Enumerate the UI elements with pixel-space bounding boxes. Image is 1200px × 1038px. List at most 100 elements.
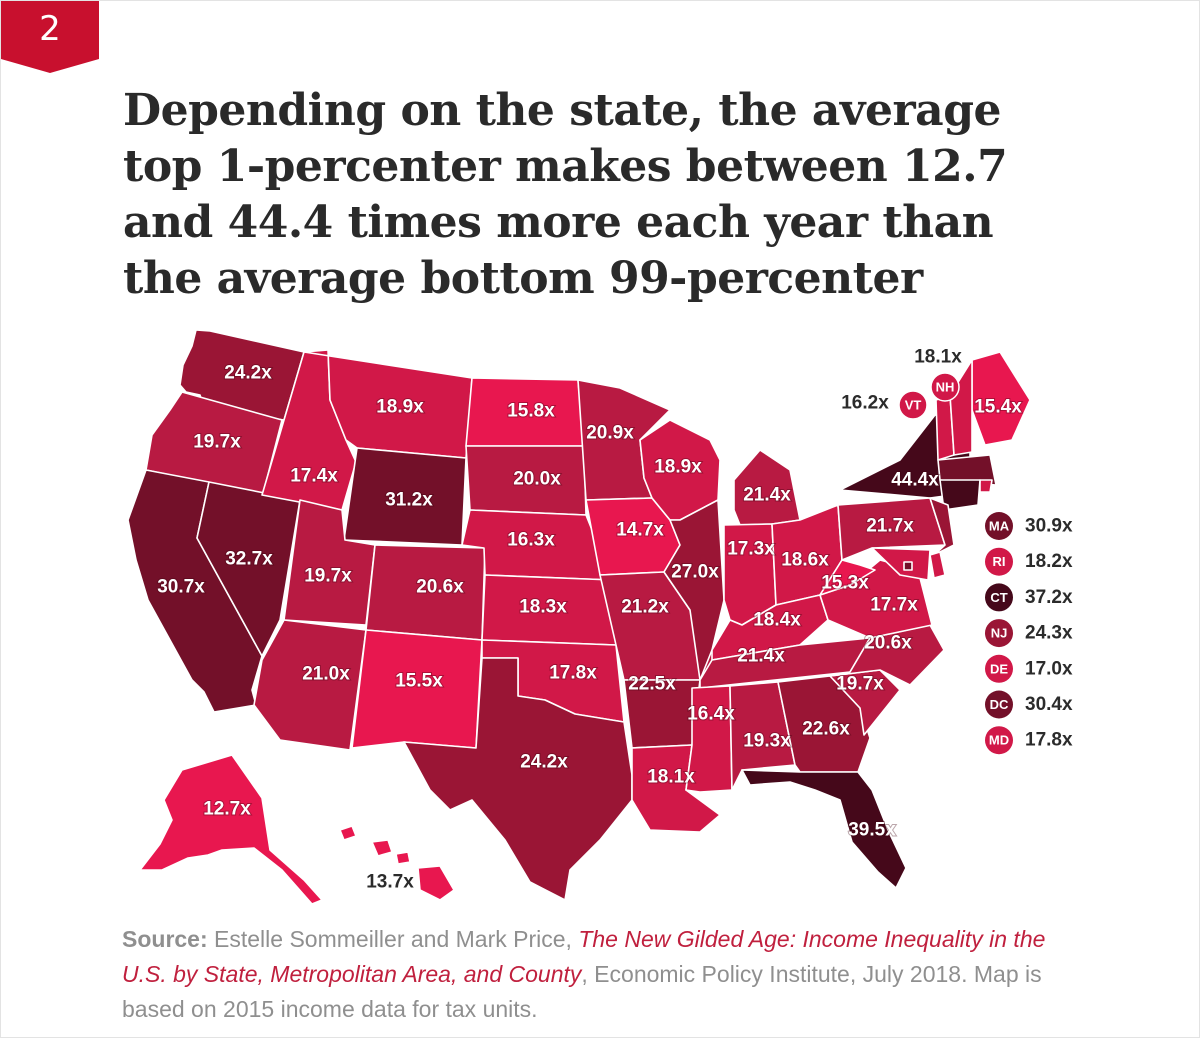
legend-value-nj: 24.3x <box>1025 623 1073 644</box>
legend-dot-ct <box>985 583 1013 612</box>
state-value-label-nv: 32.7x <box>225 549 273 570</box>
state-value-label-al: 19.3x <box>743 731 791 752</box>
state-value-label-co: 20.6x <box>416 577 464 598</box>
state-shape-hi <box>417 865 455 901</box>
headline-line-3: and 44.4 times more each year than <box>123 197 994 248</box>
state-value-label-mi: 21.4x <box>743 485 791 506</box>
callout-dot-nh <box>930 372 960 402</box>
headline-line-2: top 1-percenter makes between 12.7 <box>123 141 1008 192</box>
state-shape-il <box>663 499 725 681</box>
state-shape-al <box>729 681 796 791</box>
headline: Depending on the state, the average top … <box>123 83 1083 307</box>
legend-value-ct: 37.2x <box>1025 587 1073 608</box>
state-value-label-nd: 15.8x <box>507 401 555 422</box>
source-title: The New Gilded Age: Income Inequality in… <box>122 926 1046 987</box>
callout-abbr-vt: VT <box>905 398 922 413</box>
state-value-label-ok: 17.8x <box>549 663 597 684</box>
legend-abbr-de: DE <box>990 661 1008 676</box>
state-value-label-mt: 18.9x <box>376 397 424 418</box>
state-value-label-fl: 39.5x <box>848 820 896 841</box>
legend-value-de: 17.0x <box>1025 658 1073 679</box>
state-value-label-ks: 18.3x <box>519 597 567 618</box>
state-value-label-ga: 22.6x <box>802 719 850 740</box>
small-states-callouts: VT 16.2x NH 18.1x <box>841 347 962 420</box>
connecticut-shape <box>939 479 981 511</box>
state-value-label-ne: 16.3x <box>507 530 555 551</box>
state-value-label-ia: 14.7x <box>616 520 664 541</box>
source-note: Source: Estelle Sommeiller and Mark Pric… <box>122 922 1082 1027</box>
headline-line-4: the average bottom 99-percenter <box>123 253 923 304</box>
state-value-label-mo: 21.2x <box>621 597 669 618</box>
state-value-label-tx: 24.2x <box>520 752 568 773</box>
state-shape-pa <box>837 497 946 561</box>
state-value-label-pa: 21.7x <box>866 516 914 537</box>
legend-dot-nj <box>985 619 1013 648</box>
state-value-label-nm: 15.5x <box>395 671 443 692</box>
source-rest: , Economic Policy Institute, July 2018. … <box>122 961 1042 1022</box>
delaware-shape <box>929 551 946 579</box>
legend-abbr-ri: RI <box>993 554 1006 569</box>
source-authors: Estelle Sommeiller and Mark Price, <box>207 926 579 952</box>
state-shape-tx <box>403 657 633 901</box>
legend-dot-dc <box>985 690 1013 719</box>
massachusetts-shape <box>937 454 997 486</box>
state-value-label-or: 19.7x <box>193 432 241 453</box>
states-layer <box>127 329 1031 905</box>
callout-value-nh: 18.1x <box>914 347 962 368</box>
state-value-label-ky: 18.4x <box>753 610 801 631</box>
state-value-label-tn: 21.4x <box>737 646 785 667</box>
state-value-label-il: 27.0x <box>671 562 719 583</box>
state-value-label-ms: 16.4x <box>687 704 735 725</box>
hawaii-island-shape-1 <box>339 825 357 841</box>
legend-dot-ma <box>985 512 1013 540</box>
legend-dot-md <box>985 726 1013 755</box>
state-value-label-mn: 20.9x <box>586 423 634 444</box>
state-value-label-ca: 30.7x <box>157 577 205 598</box>
state-shape-wv <box>819 559 876 596</box>
legend-abbr-nj: NJ <box>991 626 1008 641</box>
state-value-label-wi: 18.9x <box>654 457 702 478</box>
new-hampshire-shape <box>949 359 973 456</box>
legend-abbr-dc: DC <box>990 697 1009 712</box>
labels-layer: 24.2x 19.7x 30.7x 32.7x 17.4x 18.9x 31.2x 19.7x… <box>156 362 1023 893</box>
callout-abbr-nh: NH <box>936 380 955 395</box>
state-value-label-id: 17.4x <box>290 466 338 487</box>
state-value-label-oh: 18.6x <box>781 550 829 571</box>
callout-value-vt: 16.2x <box>841 393 889 414</box>
legend-value-dc: 30.4x <box>1025 694 1073 715</box>
state-value-label-in: 17.3x <box>727 539 775 560</box>
legend-value-ma: 30.9x <box>1025 516 1073 537</box>
state-value-label-ak: 12.7x <box>203 799 251 820</box>
legend-value-md: 17.8x <box>1025 730 1073 751</box>
state-value-label-me: 15.4x <box>974 397 1022 418</box>
state-value-label-nc: 20.6x <box>864 633 912 654</box>
state-value-label-hi: 13.7x <box>366 872 414 893</box>
state-value-label-wa: 24.2x <box>224 363 272 384</box>
headline-line-1: Depending on the state, the average <box>123 85 1001 136</box>
legend-abbr-ma: MA <box>989 519 1010 534</box>
state-shape-ak <box>139 754 323 905</box>
hawaii-island-shape-3 <box>395 851 411 865</box>
state-value-label-ny: 44.4x <box>891 470 939 491</box>
legend-value-ri: 18.2x <box>1025 551 1073 572</box>
maryland-shape <box>871 547 931 581</box>
state-value-label-la: 18.1x <box>647 767 695 788</box>
callout-dot-vt <box>898 390 928 420</box>
northeast-legend: MA 30.9x RI 18.2x CT 37.2x NJ 24.3x DE 17.0x DC 30.… <box>985 512 1073 755</box>
badge-number: 2 <box>39 9 61 49</box>
dc-shape <box>903 561 913 571</box>
legend-abbr-md: MD <box>989 733 1009 748</box>
source-key: Source: <box>122 926 208 952</box>
badge-shape <box>1 1 99 73</box>
state-value-label-ut: 19.7x <box>304 566 352 587</box>
new-jersey-shape <box>929 497 955 556</box>
legend-abbr-ct: CT <box>990 590 1007 605</box>
hawaii-island-shape-2 <box>371 839 393 857</box>
state-shape-fl <box>741 769 907 889</box>
state-value-label-wv: 15.3x <box>821 573 869 594</box>
rhode-island-shape <box>979 479 993 493</box>
state-value-label-va: 17.7x <box>870 595 918 616</box>
state-value-label-az: 21.0x <box>302 664 350 685</box>
legend-dot-de <box>985 654 1013 683</box>
